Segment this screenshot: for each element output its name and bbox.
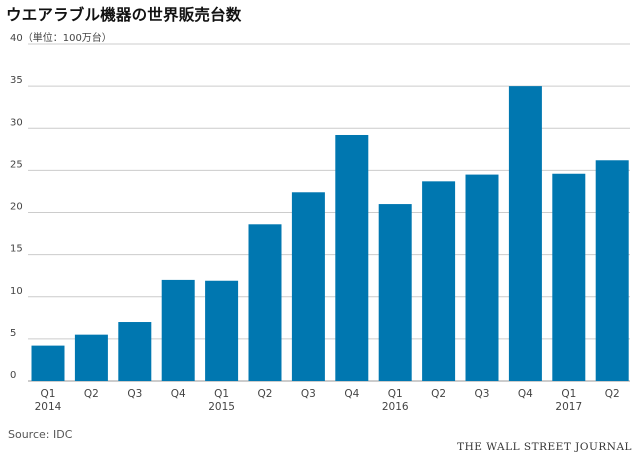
x-tick-year-label: 2015 (208, 401, 235, 413)
bar (465, 174, 499, 381)
bar (335, 134, 369, 381)
x-tick-year-label: 2014 (35, 401, 62, 413)
chart-title: ウエアラブル機器の世界販売台数 (6, 6, 242, 24)
bar (205, 280, 239, 381)
bar (422, 181, 456, 381)
y-tick-label: 40（単位：100万台） (10, 31, 112, 44)
bar (248, 224, 282, 381)
y-tick-label: 20 (10, 202, 23, 213)
x-tick-label: Q2 (258, 388, 273, 400)
x-tick-label: Q4 (171, 388, 186, 400)
bars (31, 86, 629, 381)
y-tick-label: 30 (10, 117, 23, 128)
x-tick-year-label: 2016 (382, 401, 409, 413)
x-tick-label: Q3 (301, 388, 316, 400)
x-tick-label: Q4 (344, 388, 359, 400)
bar (161, 279, 195, 381)
x-tick-label: Q2 (605, 388, 620, 400)
bar (378, 204, 412, 381)
y-tick-label: 35 (10, 75, 23, 86)
x-tick-label: Q1 (388, 388, 403, 400)
bar (552, 173, 586, 381)
x-tick-label: Q1 (214, 388, 229, 400)
bar (508, 86, 542, 381)
bar (118, 322, 152, 381)
y-tick-label: 10 (10, 286, 23, 297)
x-tick-label: Q3 (127, 388, 142, 400)
x-tick-label: Q3 (475, 388, 490, 400)
x-tick-year-label: 2017 (555, 401, 582, 413)
bar (74, 334, 108, 381)
x-tick-label: Q4 (518, 388, 533, 400)
bar (291, 192, 325, 381)
bar (595, 160, 629, 381)
x-tick-label: Q1 (41, 388, 56, 400)
source-note: Source: IDC (8, 428, 73, 441)
x-tick-label: Q1 (561, 388, 576, 400)
x-tick-label: Q2 (431, 388, 446, 400)
publisher-brand: THE WALL STREET JOURNAL (457, 441, 632, 453)
y-tick-label: 15 (10, 244, 23, 255)
y-tick-labels: 0 5 10 15 20 25 30 35 40（単位：100万台） (10, 31, 112, 381)
y-tick-label: 0 (10, 370, 16, 381)
y-tick-label: 5 (10, 328, 16, 339)
x-tick-label: Q2 (84, 388, 99, 400)
y-tick-label: 25 (10, 159, 23, 170)
bar (31, 345, 65, 381)
